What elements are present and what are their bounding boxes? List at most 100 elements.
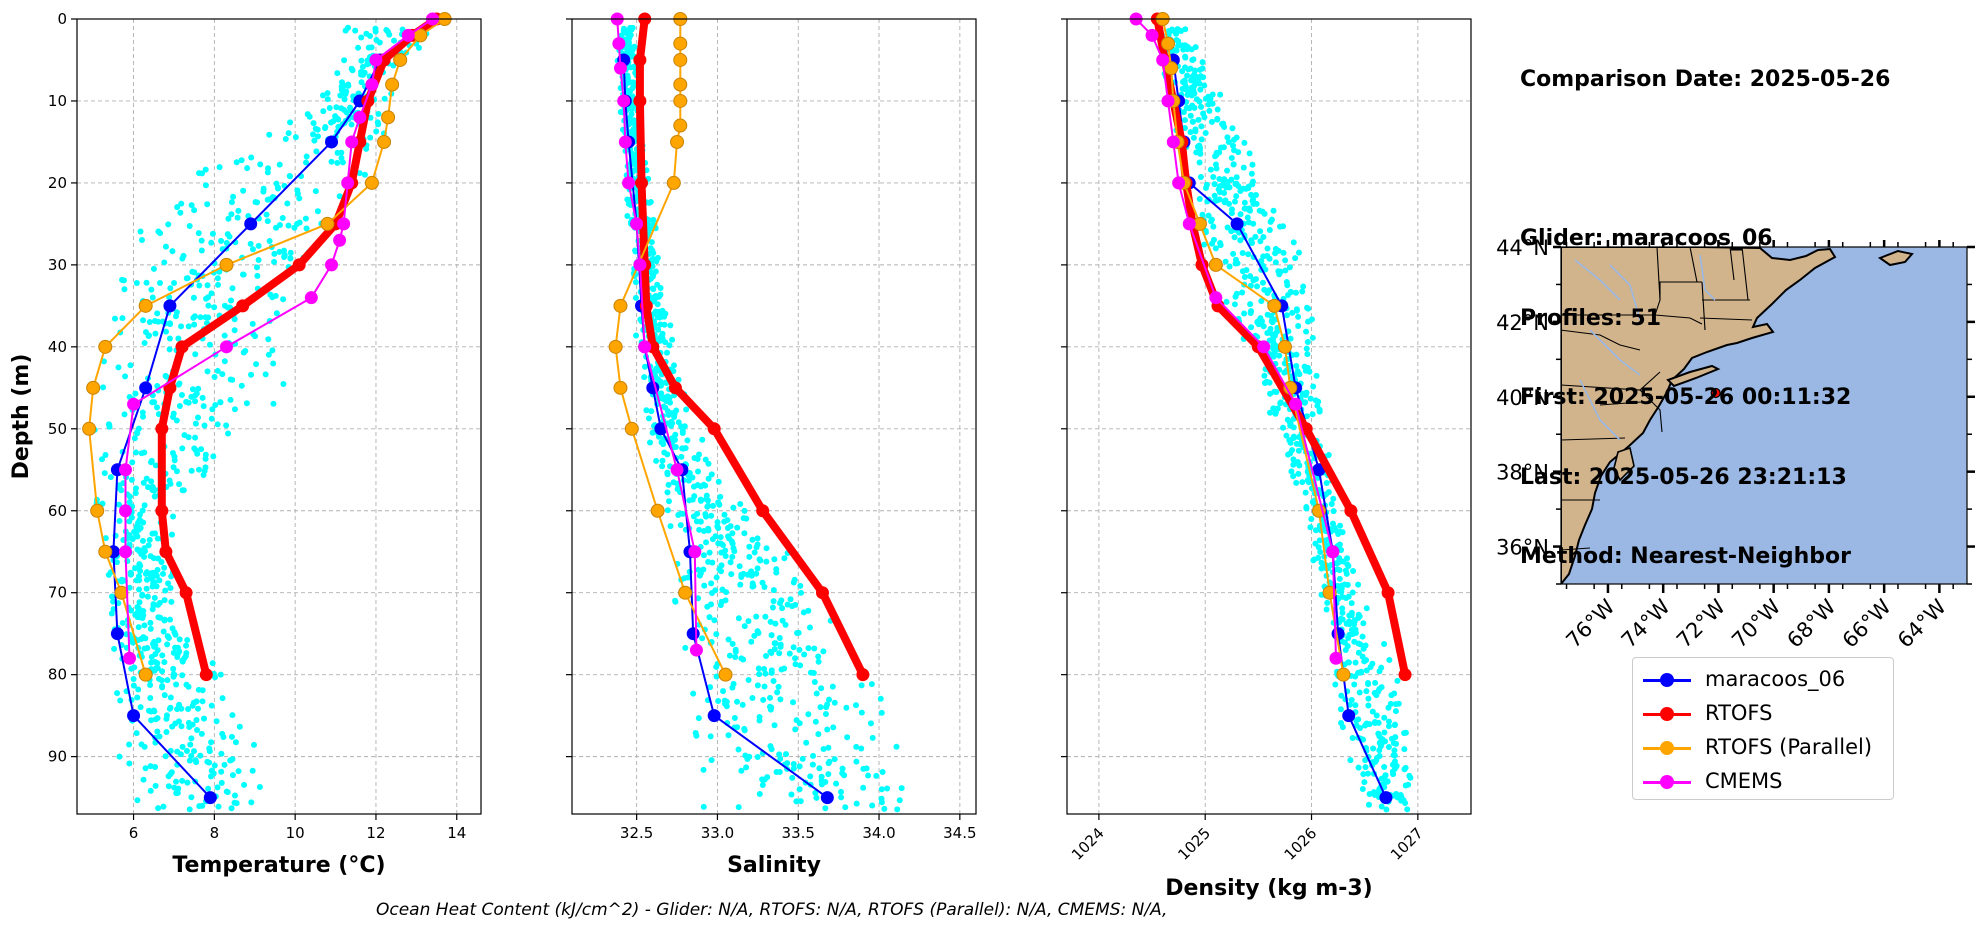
salinity-panel: 32.5 33.0 33.5 34.0 34.5 Salinity: [566, 12, 977, 878]
glider-scatter-point: [1230, 161, 1237, 168]
glider-scatter-point: [769, 604, 776, 611]
glider-scatter-point: [1304, 364, 1311, 371]
legend-item-cmems: CMEMS: [1633, 767, 1893, 797]
glider-scatter-point: [162, 753, 169, 760]
glider-scatter-point: [1257, 228, 1264, 235]
glider-scatter-point: [658, 390, 665, 397]
glider-scatter-point: [740, 515, 747, 522]
glider-scatter-point: [227, 376, 234, 383]
glider-scatter-point: [1187, 112, 1194, 119]
glider-scatter-point: [813, 690, 820, 697]
glider-scatter-point: [741, 727, 748, 734]
glider-scatter-point: [1252, 233, 1259, 240]
glider-scatter-point: [1199, 211, 1206, 218]
glider-scatter-point: [134, 604, 141, 611]
glider-scatter-point: [1353, 717, 1360, 724]
glider-scatter-point: [664, 349, 671, 356]
glider-scatter-point: [1260, 234, 1267, 241]
glider-scatter-point: [1288, 289, 1295, 296]
glider-scatter-point: [624, 47, 631, 54]
glider-scatter-point: [240, 187, 247, 194]
glider-scatter-point: [149, 294, 156, 301]
glider-scatter-point: [168, 531, 175, 538]
glider-scatter-point: [738, 767, 745, 774]
glider-scatter-point: [1293, 440, 1300, 447]
glider-scatter-point: [122, 373, 129, 380]
glider-scatter-point: [161, 597, 168, 604]
glider-scatter-point: [169, 723, 176, 730]
glider-scatter-point: [1295, 313, 1302, 320]
series-point-rtofs-parallel: [624, 421, 639, 436]
glider-scatter-point: [779, 617, 786, 624]
glider-scatter-point: [335, 116, 342, 123]
x-tick-label: 12: [366, 824, 385, 842]
glider-scatter-point: [1228, 154, 1235, 161]
glider-scatter-point: [170, 513, 177, 520]
glider-scatter-point: [179, 445, 186, 452]
glider-scatter-point: [831, 699, 838, 706]
glider-scatter-point: [1284, 416, 1291, 423]
glider-scatter-point: [165, 580, 172, 587]
glider-scatter-point: [1249, 161, 1256, 168]
glider-scatter-point: [178, 323, 185, 330]
glider-scatter-point: [1180, 109, 1187, 116]
glider-scatter-point: [815, 731, 822, 738]
glider-scatter-point: [171, 784, 178, 791]
glider-scatter-point: [715, 478, 722, 485]
glider-scatter-point: [898, 785, 905, 792]
glider-scatter-point: [185, 719, 192, 726]
glider-scatter-point: [139, 537, 146, 544]
glider-scatter-point: [143, 576, 150, 583]
glider-scatter-point: [1190, 134, 1197, 141]
glider-scatter-point: [1293, 306, 1300, 313]
glider-scatter-point: [367, 134, 374, 141]
glider-scatter-point: [1266, 226, 1273, 233]
series-point-rtofs: [1381, 586, 1395, 600]
glider-scatter-point: [717, 534, 724, 541]
glider-scatter-point: [253, 264, 260, 271]
glider-scatter-point: [367, 114, 374, 121]
y-tick-label: 10: [48, 92, 67, 110]
glider-scatter-point: [107, 474, 114, 481]
glider-scatter-point: [740, 570, 747, 577]
series-point-glider: [139, 381, 153, 395]
glider-scatter-point: [690, 690, 697, 697]
glider-scatter-point: [686, 470, 693, 477]
series-line-rtofs: [635, 18, 867, 677]
glider-scatter-point: [649, 285, 656, 292]
glider-scatter-point: [345, 82, 352, 89]
glider-scatter-point: [704, 603, 711, 610]
glider-scatter-point: [1179, 42, 1186, 49]
glider-scatter-point: [109, 593, 116, 600]
glider-scatter-point: [281, 254, 288, 261]
series-point-glider: [1230, 217, 1244, 231]
glider-scatter-point: [147, 625, 154, 632]
glider-scatter-point: [705, 475, 712, 482]
series-point-cmems: [633, 258, 647, 272]
glider-scatter-point: [1251, 276, 1258, 283]
glider-scatter-point: [1373, 712, 1380, 719]
glider-scatter-point: [770, 678, 777, 685]
glider-position-marker: [1710, 387, 1721, 399]
glider-scatter-point: [175, 335, 182, 342]
glider-scatter-point: [1195, 116, 1202, 123]
glider-scatter-point: [1371, 690, 1378, 697]
glider-scatter-point: [1264, 252, 1271, 259]
glider-scatter-point: [130, 676, 137, 683]
glider-scatter-point: [679, 427, 686, 434]
glider-scatter-point: [811, 678, 818, 685]
glider-scatter-point: [799, 755, 806, 762]
glider-scatter-point: [132, 490, 139, 497]
glider-scatter-point: [225, 215, 232, 222]
glider-scatter-point: [230, 193, 237, 200]
glider-scatter-point: [1307, 395, 1314, 402]
glider-scatter-point: [782, 621, 789, 628]
glider-scatter-point: [670, 362, 677, 369]
glider-scatter-point: [134, 797, 141, 804]
glider-scatter-point: [192, 398, 199, 405]
glider-scatter-point: [235, 768, 242, 775]
glider-scatter-point: [1282, 267, 1289, 274]
glider-scatter-point: [341, 57, 348, 64]
glider-scatter-point: [1382, 738, 1389, 745]
glider-scatter-point: [1245, 219, 1252, 226]
